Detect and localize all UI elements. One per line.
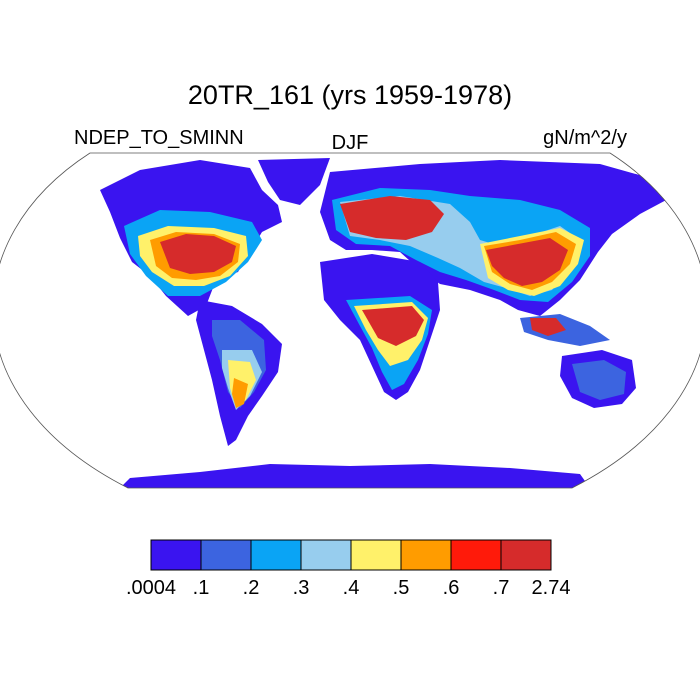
colorbar-label: .2 — [242, 577, 260, 599]
asia-red — [486, 238, 568, 286]
units-label: gN/m^2/y — [543, 127, 627, 149]
colorbar-label: .6 — [442, 577, 460, 599]
north-america-red — [160, 234, 236, 274]
colorbar-swatch — [300, 539, 352, 571]
season-label: DJF — [331, 132, 369, 154]
colorbar-swatch — [450, 539, 502, 571]
colorbar-swatch — [150, 539, 202, 571]
colorbar-swatch — [500, 539, 552, 571]
colorbar-label: .5 — [392, 577, 410, 599]
colorbar-label: .4 — [342, 577, 360, 599]
map-title: 20TR_161 (yrs 1959-1978) — [187, 80, 513, 110]
greenland — [258, 158, 330, 205]
colorbar-label: .1 — [192, 577, 210, 599]
south-america-orange — [232, 378, 248, 408]
colorbar-label: .0004 — [125, 577, 177, 599]
australia-blue — [572, 360, 626, 400]
africa-red — [362, 306, 424, 346]
colorbar-label: .7 — [492, 577, 510, 599]
colorbar-label: 2.74 — [531, 577, 571, 599]
map-boundary — [0, 152, 700, 489]
colorbar-label: .3 — [292, 577, 310, 599]
colorbar-swatch — [200, 539, 252, 571]
antarctica — [120, 464, 590, 488]
variable-name: NDEP_TO_SMINN — [74, 127, 244, 149]
europe-red — [340, 196, 444, 240]
indonesia-red — [530, 318, 566, 336]
colorbar-swatch — [250, 539, 302, 571]
colorbar-swatch — [350, 539, 402, 571]
colorbar-swatch — [400, 539, 452, 571]
